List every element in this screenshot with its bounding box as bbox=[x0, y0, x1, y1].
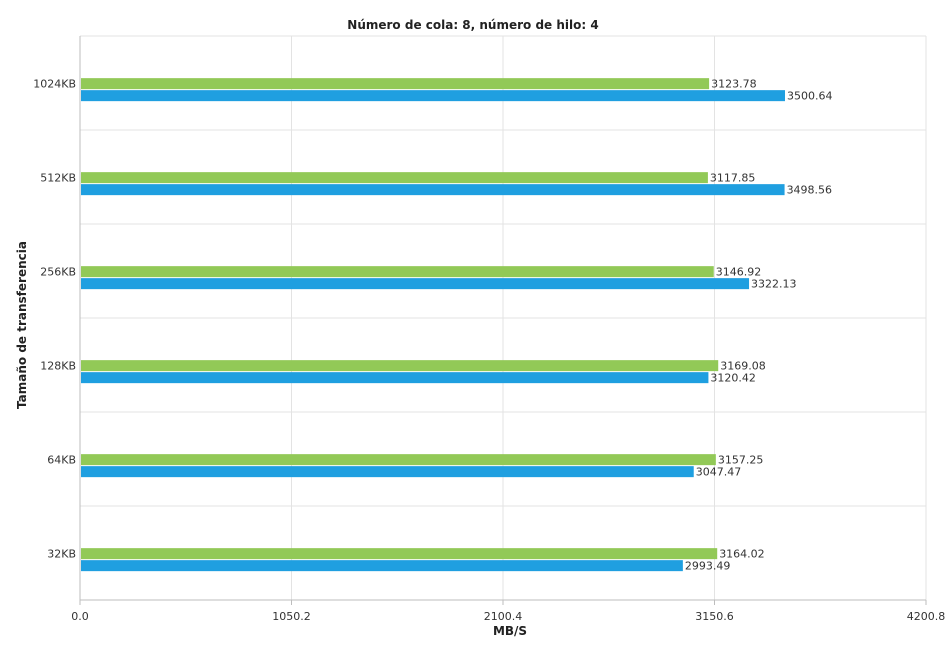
data-label: 3146.92 bbox=[716, 266, 762, 279]
data-label: 2993.49 bbox=[685, 560, 731, 573]
bar-64kb-series-2 bbox=[81, 466, 694, 478]
bar-1024kb-series-2 bbox=[81, 90, 785, 102]
bar-512kb-series-2 bbox=[81, 184, 785, 196]
data-label: 3117.85 bbox=[710, 172, 756, 185]
bars: 3123.78 3500.64 3117.85 3498.56 3146.923322.… bbox=[81, 78, 832, 573]
bar-256kb-series-1 bbox=[81, 266, 714, 278]
data-label: 3169.08 bbox=[720, 360, 766, 373]
data-label: 3157.25 bbox=[718, 454, 764, 467]
data-label: 3120.42 bbox=[710, 372, 756, 385]
y-tick-label: 64KB bbox=[47, 454, 76, 467]
bar-256kb-series-2 bbox=[81, 278, 750, 290]
bar-32kb-series-2 bbox=[81, 560, 683, 572]
y-tick-label: 128KB bbox=[40, 360, 76, 373]
y-tick-label: 32KB bbox=[47, 548, 76, 561]
bar-128kb-series-2 bbox=[81, 372, 709, 384]
y-tick-label: 1024KB bbox=[33, 78, 76, 91]
axes: 0.0 1050.2 2100.4 3150.6 4200.8 1024KB 512KB 25… bbox=[33, 36, 945, 623]
data-label: 3123.78 bbox=[711, 78, 757, 91]
data-label: 3164.02 bbox=[719, 548, 765, 561]
x-tick-label: 3150.6 bbox=[695, 610, 734, 623]
bar-128kb-series-1 bbox=[81, 360, 719, 372]
y-tick-label: 512KB bbox=[40, 172, 76, 185]
bar-512kb-series-1 bbox=[81, 172, 708, 184]
x-tick-label: 4200.8 bbox=[907, 610, 946, 623]
x-tick-label: 1050.2 bbox=[272, 610, 311, 623]
bar-64kb-series-1 bbox=[81, 454, 716, 466]
chart-title: Número de cola: 8, número de hilo: 4 bbox=[347, 18, 599, 32]
x-tick-label: 2100.4 bbox=[484, 610, 523, 623]
grid-lines bbox=[79, 35, 927, 600]
bar-1024kb-series-1 bbox=[81, 78, 710, 90]
bar-32kb-series-1 bbox=[81, 548, 718, 560]
y-axis-label: Tamaño de transferencia bbox=[15, 241, 29, 409]
data-label: 3047.47 bbox=[696, 466, 742, 479]
data-label: 3500.64 bbox=[787, 90, 833, 103]
x-tick-label: 0.0 bbox=[71, 610, 89, 623]
data-label: 3322.13 bbox=[751, 278, 797, 291]
x-axis-label: MB/S bbox=[492, 624, 528, 638]
y-tick-label: 256KB bbox=[40, 266, 76, 279]
data-label: 3498.56 bbox=[787, 184, 833, 197]
